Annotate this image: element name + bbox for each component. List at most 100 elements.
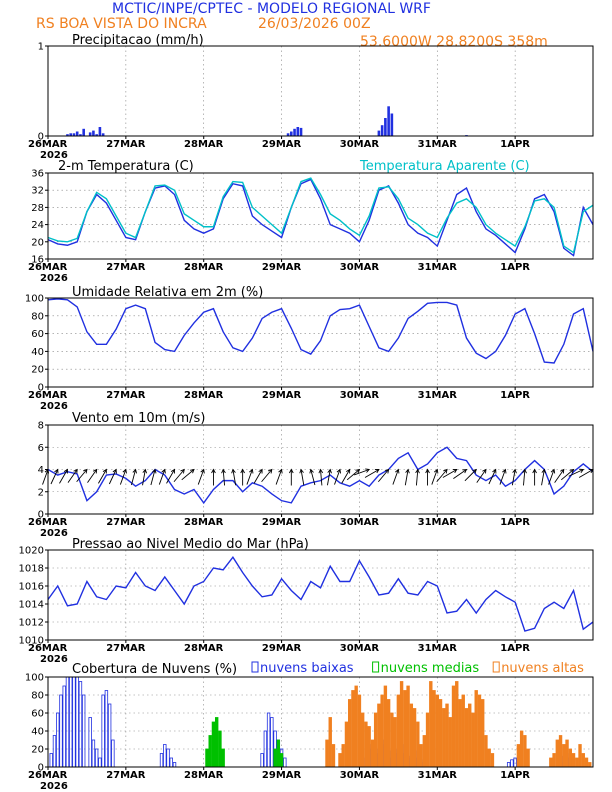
cloud-bar-nuvens-altas	[487, 748, 491, 768]
cloud-legend-swatch	[251, 661, 259, 673]
cloud-bar-nuvens-altas	[490, 753, 495, 768]
temp-xtick-label: 30MAR	[340, 262, 380, 273]
cloud-bar-nuvens-altas	[383, 685, 388, 768]
cloud-bar-nuvens-baixas	[166, 748, 170, 768]
wind-arrow-head	[63, 468, 68, 474]
wind-arrow	[158, 469, 166, 485]
umid-xtick-label: 28MAR	[184, 390, 224, 401]
temp-xtick-label: 28MAR	[184, 262, 224, 273]
cloud-bar-nuvens-altas	[429, 681, 433, 768]
precip-bar	[75, 131, 79, 136]
cloud-bar-nuvens-altas	[390, 712, 394, 768]
cloud-bar-nuvens-altas	[468, 703, 472, 768]
wind-arrow	[341, 469, 351, 484]
wind-arrow-head	[102, 468, 107, 474]
wind-arrow-head	[550, 468, 556, 474]
wind-arrow-head	[395, 468, 400, 474]
umid-title: Umidade Relativa em 2m (%)	[72, 285, 263, 300]
cloud-bar-nuvens-baixas	[81, 694, 86, 768]
pressao-xtick-label: 30MAR	[340, 643, 380, 654]
cloud-bar-nuvens-medias	[273, 748, 277, 768]
wind-arrow-head	[482, 468, 487, 474]
nuvens-xtick-label: 28MAR	[184, 770, 224, 781]
vento-xtick-label: 31MAR	[418, 517, 458, 528]
cloud-bar-nuvens-altas	[474, 690, 478, 768]
cloud-legend-swatch	[492, 661, 500, 673]
wind-arrow	[300, 469, 305, 486]
wind-arrow-head	[365, 468, 371, 473]
wind-arrow-head	[462, 468, 468, 474]
wind-arrow	[453, 469, 467, 480]
cloud-bar-nuvens-baixas	[172, 762, 177, 768]
cloud-bar-nuvens-altas	[419, 744, 423, 768]
cloud-bar-nuvens-altas	[396, 694, 401, 768]
temp-ytick-label: 24	[31, 220, 44, 231]
cloud-bar-nuvens-baixas	[159, 753, 164, 768]
cloud-bar-nuvens-altas	[412, 708, 417, 768]
precip-bar	[384, 118, 387, 136]
nuvens-frame	[47, 676, 594, 768]
vento-xtick-label: 1APR	[500, 517, 530, 528]
nuvens-ytick-label: 20	[31, 745, 44, 756]
precip-bar	[98, 127, 102, 136]
cloud-bar-nuvens-baixas	[59, 694, 63, 768]
wind-arrow	[404, 469, 409, 486]
wind-arrow	[275, 469, 282, 485]
cloud-legend-label: nuvens altas	[501, 661, 584, 676]
cloud-bar-nuvens-altas	[581, 753, 585, 768]
pressao-ytick-label: 1010	[19, 636, 44, 647]
wind-arrow-head	[309, 468, 314, 474]
wind-arrow-head	[132, 468, 137, 474]
precip-bar	[88, 132, 92, 136]
precip-bar	[293, 128, 296, 136]
precip-bar	[72, 133, 76, 136]
wind-arrow-head	[92, 468, 98, 474]
nuvens-panel: 0 20 40 60 80 100 26MAR 27MAR 28MAR 29MAR 30MAR 31M…	[25, 661, 594, 792]
nuvens-xtick-label: 26MAR	[28, 770, 68, 781]
cloud-bar-nuvens-altas	[386, 699, 391, 768]
cloud-bar-nuvens-altas	[552, 753, 556, 768]
nuvens-title: Cobertura de Nuvens (%)	[72, 662, 237, 677]
pressao-xtick-label: 31MAR	[418, 643, 458, 654]
wind-arrow-head	[532, 468, 537, 474]
wind-arrow	[377, 469, 389, 483]
precip-title: Precipitacao (mm/h)	[72, 33, 204, 48]
temp-xtick-label: 26MAR	[28, 262, 68, 273]
wind-arrow	[261, 469, 273, 483]
wind-arrow	[98, 469, 107, 484]
vento-ytick-label: 4	[38, 465, 44, 476]
wind-arrow	[364, 469, 380, 478]
wind-arrow-head	[355, 468, 361, 474]
precip-bar	[82, 128, 85, 136]
umid-ytick-label: 40	[31, 347, 44, 358]
wind-arrow	[42, 469, 49, 485]
nuvens-xtick-label: 30MAR	[340, 770, 380, 781]
precip-bar	[286, 133, 290, 136]
wind-arrow-head	[579, 468, 585, 473]
wind-arrow-head	[267, 468, 273, 474]
umid-xtick-label: 30MAR	[340, 390, 380, 401]
vento-ytick-label: 0	[38, 510, 44, 521]
precip-bar	[66, 134, 69, 136]
precip-ytick-label: 1	[38, 42, 44, 53]
pressao-frame	[47, 549, 594, 641]
cloud-bar-nuvens-baixas	[69, 676, 73, 768]
precip-xtick-label: 29MAR	[262, 139, 302, 150]
wind-arrow-head	[170, 468, 175, 474]
precip-bar	[92, 130, 95, 136]
precip-bar	[387, 106, 390, 136]
temp-ytick-label: 32	[31, 186, 44, 197]
precip-ytick-label: 0	[38, 132, 44, 143]
header-run: 26/03/2026 00Z	[258, 16, 371, 32]
wind-arrow	[464, 469, 477, 482]
wind-arrow	[150, 469, 156, 486]
wind-arrow	[511, 469, 516, 486]
cloud-bar-nuvens-altas	[399, 681, 404, 768]
cloud-bar-nuvens-medias	[218, 730, 222, 768]
wind-arrow-head	[189, 468, 195, 474]
cloud-bar-nuvens-altas	[549, 757, 553, 768]
wind-arrow-head	[180, 468, 185, 474]
cloud-bar-nuvens-altas	[588, 762, 592, 768]
wind-arrow	[87, 469, 98, 483]
wind-arrow	[442, 469, 457, 478]
